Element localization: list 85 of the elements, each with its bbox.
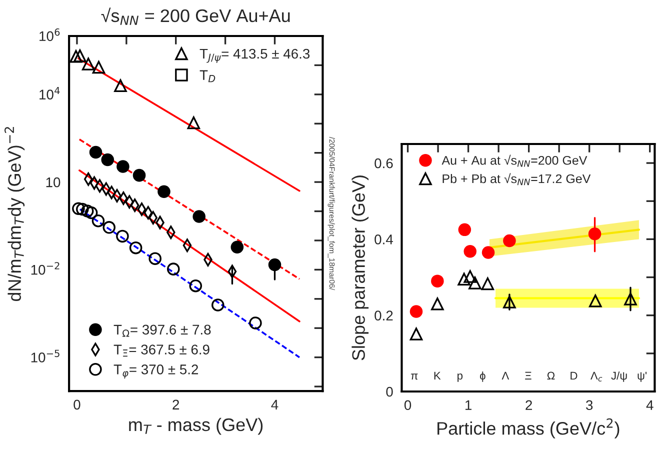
legend-label: T$_{φ}$= 370 ± 5.2 [114,364,198,379]
point [92,214,105,228]
x-tick-label: 4 [646,400,654,410]
legend-label: Pb + Pb at √s$_{NN}$=17.2 GeV [442,173,591,186]
x-tick-label: 2 [526,400,532,410]
point [76,202,89,216]
point [589,294,602,308]
chart-title: √s$_{NN}$ = 200 GeV Au+Au [101,8,290,25]
legend-label: T$_{Ξ}$= 367.5 ± 6.9 [114,344,210,357]
point [268,258,282,272]
point [72,202,85,216]
point [211,298,224,312]
annotation: Λ [502,372,510,380]
annotation: p [458,374,463,382]
point [89,146,102,159]
x-tick-label: 4 [271,400,278,410]
point [102,221,116,234]
y-tick-label: 0.4 [374,234,393,244]
legend-label: T$_{Ω}$= 397.6 ± 7.8 [114,324,211,337]
point [114,79,127,92]
y-axis-title: Slope parameter (GeV) [352,176,369,360]
y-axis-title: dN/m$_{T}$dm$_{T}$dy (GeV)$^{−2}$ [4,127,25,302]
point [410,328,423,340]
point [249,316,262,330]
annotation: ψ' [638,372,647,382]
annotation: Ω [547,372,555,380]
x-axis-title: Particle mass (GeV/c$^{2}$) [438,418,620,438]
y-tick-label: 0.2 [374,310,393,321]
point [410,305,423,318]
legend-label: T$_{J/ψ}$= 413.5 ± 46.3 [200,48,310,63]
point [137,202,146,216]
y-tick-label: 10 [46,177,60,188]
point [101,153,114,166]
x-tick-label: 2 [172,400,180,410]
point [144,206,153,220]
point [116,230,129,243]
point [588,227,602,240]
point [80,204,94,218]
annotation: ϕ [480,371,486,382]
point [189,279,202,292]
annotation: π [410,374,418,380]
y-tick-label: 10$^{−5}$ [31,350,60,362]
point [482,246,495,259]
point [192,210,206,223]
point [132,168,146,182]
point [481,277,494,290]
x-tick-label: 1 [465,400,472,410]
point [84,206,98,220]
point [230,240,244,254]
legend-label: T$_{D}$ [200,70,216,82]
y-tick-label: 10$^{4}$ [40,86,60,100]
point [187,116,200,130]
annotation: K [434,372,441,380]
point [116,160,130,173]
annotation: J/ψ [611,371,627,382]
legend-label: Au + Au at √s$_{NN}$=200 GeV [442,154,588,167]
point [503,296,516,308]
point [464,270,476,283]
point [74,49,86,62]
point [82,58,95,70]
point [431,274,444,288]
x-tick-label: 0 [404,400,412,410]
point [158,185,170,198]
point [129,241,142,254]
annotation: Λ$_{c}$ [590,372,602,382]
point [468,276,482,290]
y-tick-label: 10$^{6}$ [40,28,60,42]
point [148,252,162,265]
point [70,50,82,63]
point [458,272,470,286]
point [431,298,444,310]
point [458,223,472,236]
point [92,60,106,74]
x-tick-label: 3 [586,400,593,410]
y-tick-label: 10$^{−2}$ [31,262,60,275]
annotation: Ξ [525,372,532,380]
annotation: D [570,372,578,380]
point [624,292,637,306]
x-tick-label: 0 [74,400,80,410]
point [464,244,476,258]
y-tick-label: 0.6 [374,158,393,168]
point [503,234,516,248]
x-axis-title: m$_{T}$ - mass (GeV) [129,418,263,435]
y-tick-label: 0 [386,386,393,397]
point [166,262,180,276]
